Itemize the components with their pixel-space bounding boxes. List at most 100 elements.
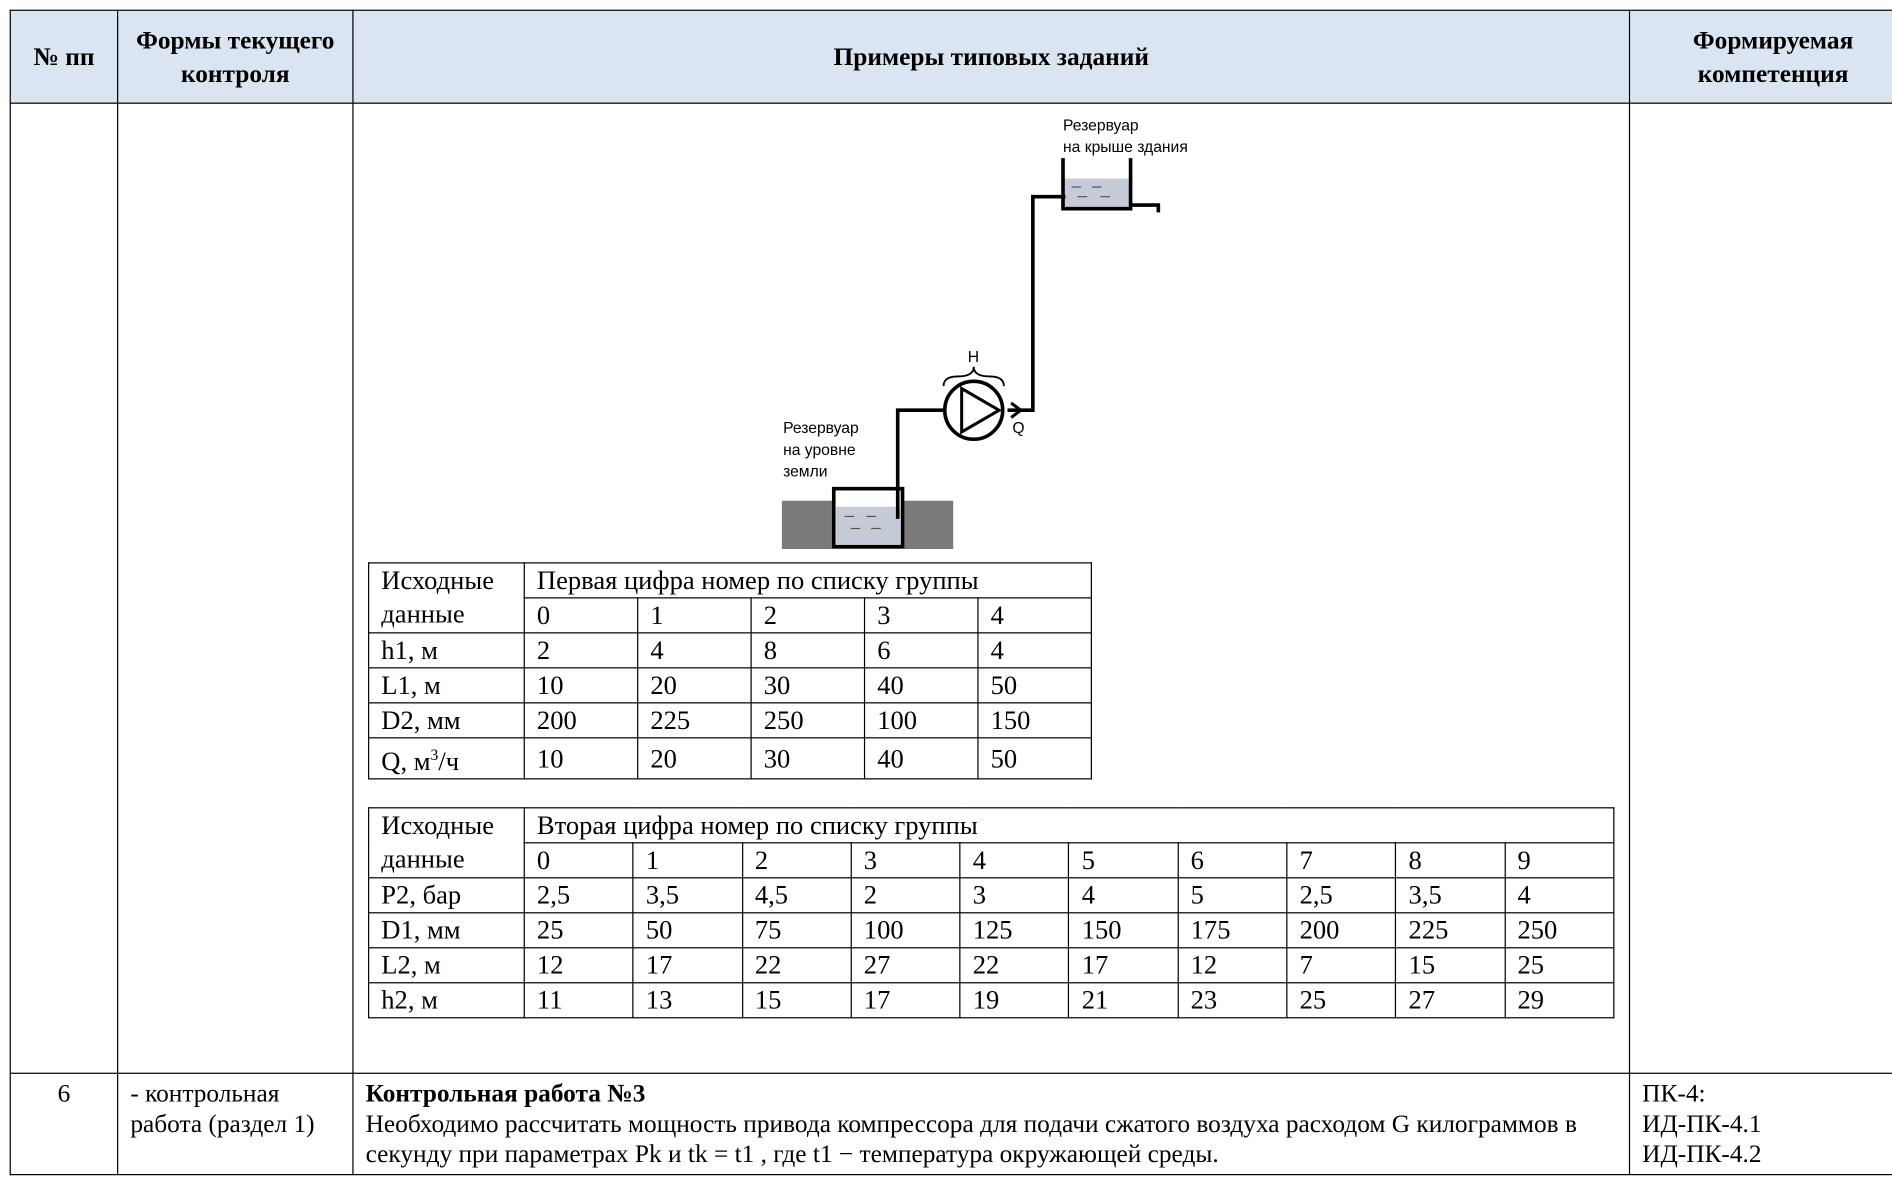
row-label: h2, м bbox=[369, 983, 525, 1018]
value-cell: 3,5 bbox=[633, 878, 742, 913]
label-part: Q, м bbox=[381, 746, 430, 776]
group-title: Вторая цифра номер по списку группы bbox=[524, 808, 1614, 843]
value-cell: 2 bbox=[851, 878, 960, 913]
row-label: D2, мм bbox=[369, 703, 525, 738]
value-cell: 29 bbox=[1505, 983, 1614, 1018]
digit-cell: 8 bbox=[1396, 843, 1505, 878]
digit-cell: 0 bbox=[524, 598, 637, 633]
value-cell: 10 bbox=[524, 668, 637, 703]
value-cell: 22 bbox=[742, 948, 851, 983]
digit-cell: 0 bbox=[524, 843, 633, 878]
diagram-label: Резервуар bbox=[783, 420, 859, 437]
value-cell: 2 bbox=[524, 633, 637, 668]
value-cell: 25 bbox=[1287, 983, 1396, 1018]
value-cell: 30 bbox=[751, 738, 864, 779]
digit-cell: 4 bbox=[960, 843, 1069, 878]
group-title: Первая цифра номер по списку группы bbox=[524, 563, 1091, 598]
value-cell: 4 bbox=[1505, 878, 1614, 913]
value-cell: 125 bbox=[960, 913, 1069, 948]
value-cell: 100 bbox=[851, 913, 960, 948]
corner-cell: Исходные данные bbox=[369, 563, 525, 633]
value-cell: 15 bbox=[1396, 948, 1505, 983]
row-label: L2, м bbox=[369, 948, 525, 983]
value-cell: 20 bbox=[638, 668, 751, 703]
value-cell: 20 bbox=[638, 738, 751, 779]
value-cell: 25 bbox=[524, 913, 633, 948]
value-cell: 2,5 bbox=[524, 878, 633, 913]
value-cell: 250 bbox=[1505, 913, 1614, 948]
value-cell: 50 bbox=[978, 738, 1091, 779]
digit-cell: 7 bbox=[1287, 843, 1396, 878]
row-label: h1, м bbox=[369, 633, 525, 668]
value-cell: 27 bbox=[1396, 983, 1505, 1018]
value-cell: 15 bbox=[742, 983, 851, 1018]
row-label: Q, м3/ч bbox=[369, 738, 525, 779]
label-part: /ч bbox=[438, 746, 459, 776]
digit-cell: 2 bbox=[742, 843, 851, 878]
diagram-label: Q bbox=[1012, 420, 1024, 437]
value-cell: 7 bbox=[1287, 948, 1396, 983]
digit-cell: 1 bbox=[633, 843, 742, 878]
value-cell: 75 bbox=[742, 913, 851, 948]
value-cell: 40 bbox=[865, 668, 978, 703]
digit-cell: 3 bbox=[851, 843, 960, 878]
value-cell: 12 bbox=[524, 948, 633, 983]
digit-cell: 4 bbox=[978, 598, 1091, 633]
diagram-label: на крыше здания bbox=[1063, 139, 1188, 156]
value-cell: 225 bbox=[638, 703, 751, 738]
value-cell: 17 bbox=[1069, 948, 1178, 983]
value-cell: 200 bbox=[1287, 913, 1396, 948]
digit-cell: 3 bbox=[865, 598, 978, 633]
value-cell: 22 bbox=[960, 948, 1069, 983]
value-cell: 40 bbox=[865, 738, 978, 779]
document: № пп Формы текущего контроля Примеры тип… bbox=[0, 0, 1892, 1186]
digit-cell: 2 bbox=[751, 598, 864, 633]
value-cell: 12 bbox=[1178, 948, 1287, 983]
corner-cell: Исходные данные bbox=[369, 808, 525, 878]
value-cell: 4 bbox=[1069, 878, 1178, 913]
row-label: P2, бар bbox=[369, 878, 525, 913]
value-cell: 200 bbox=[524, 703, 637, 738]
value-cell: 100 bbox=[865, 703, 978, 738]
value-cell: 17 bbox=[633, 948, 742, 983]
value-cell: 11 bbox=[524, 983, 633, 1018]
value-cell: 2,5 bbox=[1287, 878, 1396, 913]
value-cell: 3 bbox=[960, 878, 1069, 913]
value-cell: 23 bbox=[1178, 983, 1287, 1018]
value-cell: 17 bbox=[851, 983, 960, 1018]
row-label: D1, мм bbox=[369, 913, 525, 948]
value-cell: 50 bbox=[633, 913, 742, 948]
value-cell: 21 bbox=[1069, 983, 1178, 1018]
value-cell: 6 bbox=[865, 633, 978, 668]
value-cell: 225 bbox=[1396, 913, 1505, 948]
digit-cell: 9 bbox=[1505, 843, 1614, 878]
value-cell: 50 bbox=[978, 668, 1091, 703]
value-cell: 250 bbox=[751, 703, 864, 738]
diagram-label: на уровне bbox=[783, 442, 856, 459]
value-cell: 27 bbox=[851, 948, 960, 983]
digit-cell: 1 bbox=[638, 598, 751, 633]
value-cell: 4 bbox=[978, 633, 1091, 668]
value-cell: 4 bbox=[638, 633, 751, 668]
value-cell: 8 bbox=[751, 633, 864, 668]
value-cell: 150 bbox=[1069, 913, 1178, 948]
digit-cell: 6 bbox=[1178, 843, 1287, 878]
diagram-label: H bbox=[968, 349, 979, 366]
digit-cell: 5 bbox=[1069, 843, 1178, 878]
value-cell: 3,5 bbox=[1396, 878, 1505, 913]
value-cell: 30 bbox=[751, 668, 864, 703]
diagram-label: земли bbox=[783, 464, 827, 481]
row-label: L1, м bbox=[369, 668, 525, 703]
table-row: D2, мм200225250100150 bbox=[369, 703, 1092, 738]
